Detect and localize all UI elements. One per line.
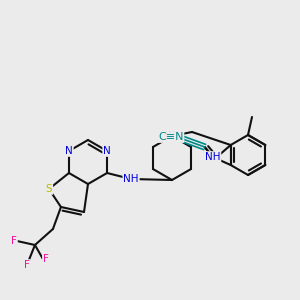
Text: F: F [11,236,17,246]
Text: N: N [168,131,176,141]
Text: N: N [103,146,111,156]
Text: F: F [43,254,49,264]
Text: NH: NH [123,174,139,184]
Text: N: N [65,146,73,156]
Text: S: S [46,184,52,194]
Text: F: F [24,260,30,270]
Text: C≡N: C≡N [158,132,183,142]
Text: NH: NH [205,152,220,162]
